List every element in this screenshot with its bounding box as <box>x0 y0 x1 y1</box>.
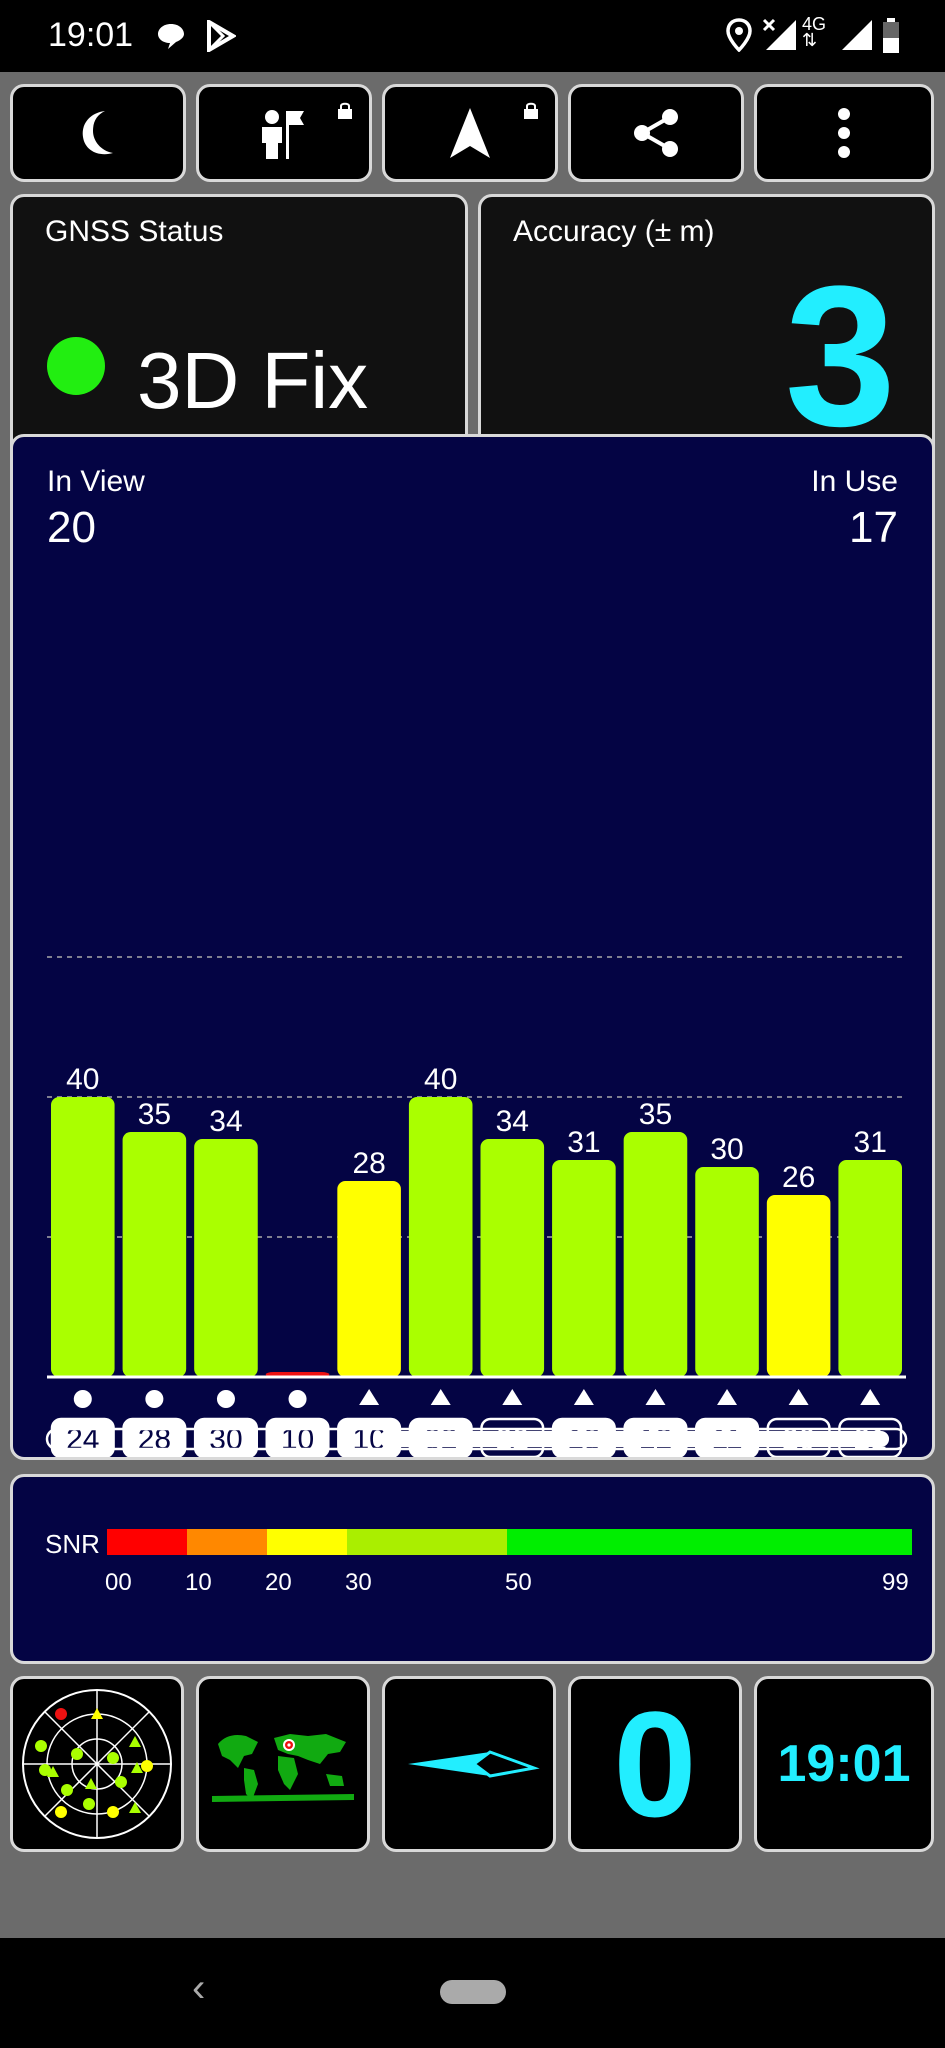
compass-needle-icon <box>408 1750 540 1778</box>
world-map-icon <box>212 1734 354 1802</box>
person-flag-icon <box>262 110 304 159</box>
snr-legend-label: SNR <box>45 1529 100 1559</box>
constellation-marker <box>717 1389 738 1405</box>
snr-tick-label: 20 <box>265 1569 292 1596</box>
snr-tick-label: 99 <box>882 1569 909 1596</box>
home-button[interactable] <box>440 1980 506 2004</box>
in-use-label: In Use <box>811 465 898 498</box>
snr-scale-segment <box>187 1529 267 1555</box>
constellation-marker <box>788 1389 809 1405</box>
constellation-marker <box>645 1389 666 1405</box>
navigation-arrow-icon <box>450 108 490 158</box>
chat-icon <box>156 22 186 55</box>
mark-position-button[interactable] <box>196 84 372 182</box>
constellation-marker <box>288 1390 307 1408</box>
accuracy-value: 3 <box>784 245 896 468</box>
snr-value-label: 31 <box>567 1126 600 1159</box>
constellation-marker <box>145 1390 164 1408</box>
battery-icon <box>882 18 900 59</box>
moon-icon <box>82 111 113 155</box>
speed-value: 0 <box>613 1680 697 1848</box>
constellation-marker <box>430 1389 451 1405</box>
constellation-marker <box>502 1389 523 1405</box>
constellation-marker <box>573 1389 594 1405</box>
clock-value: 19:01 <box>777 1735 911 1793</box>
compass-widget[interactable] <box>382 1676 556 1852</box>
clock-widget[interactable]: 19:01 <box>754 1676 934 1852</box>
snr-bar <box>51 1097 115 1377</box>
snr-bar <box>623 1132 688 1377</box>
snr-bar <box>194 1139 258 1377</box>
snr-bar <box>122 1132 187 1377</box>
snr-bar <box>337 1181 401 1377</box>
snr-color-scale <box>107 1529 912 1555</box>
snr-tick-label: 10 <box>185 1569 212 1596</box>
navigate-button[interactable] <box>382 84 558 182</box>
snr-legend-panel: SNR 00 10 20 30 50 99 <box>10 1474 935 1664</box>
snr-value-label: 40 <box>66 1063 99 1096</box>
more-vert-icon <box>838 108 850 158</box>
location-icon <box>726 18 752 57</box>
snr-tick-label: 00 <box>105 1569 132 1596</box>
snr-bar <box>766 1195 831 1377</box>
fix-status-indicator <box>47 337 105 395</box>
snr-value-label: 35 <box>639 1098 672 1131</box>
status-time: 19:01 <box>48 16 134 54</box>
in-use-value: 17 <box>849 503 898 552</box>
snr-bar <box>838 1160 902 1377</box>
lock-icon <box>524 102 538 119</box>
snr-tick-label: 50 <box>505 1569 532 1596</box>
navigation-bar: ‹ <box>0 1938 945 2048</box>
more-options-button[interactable] <box>754 84 934 182</box>
constellation-marker <box>216 1390 235 1408</box>
accuracy-label: Accuracy (± m) <box>513 215 715 248</box>
in-view-value: 20 <box>47 503 96 552</box>
lock-icon <box>338 102 352 119</box>
snr-tick-label: 30 <box>345 1569 372 1596</box>
snr-value-label: 30 <box>710 1133 743 1166</box>
snr-value-label: 35 <box>138 1098 171 1131</box>
chart-scrollbar-thumb <box>379 1431 890 1447</box>
in-view-label: In View <box>47 465 145 498</box>
snr-scale-segment <box>347 1529 507 1555</box>
snr-value-label: 26 <box>782 1161 815 1194</box>
snr-scale-segment <box>107 1529 187 1555</box>
signal-x-icon <box>762 18 798 57</box>
status-bar: 19:01 4G ⇅ <box>0 0 945 72</box>
snr-scale-segment <box>267 1529 347 1555</box>
share-icon <box>634 109 678 157</box>
back-button[interactable]: ‹ <box>192 1966 206 2010</box>
play-store-icon <box>206 18 237 57</box>
sky-plot-icon <box>22 1689 172 1839</box>
snr-bar <box>552 1160 616 1377</box>
snr-bar <box>408 1097 473 1377</box>
constellation-marker <box>860 1389 881 1405</box>
snr-value-label: 34 <box>209 1105 242 1138</box>
signal-icon <box>838 18 874 57</box>
speed-widget[interactable]: 0 <box>568 1676 742 1852</box>
snr-bar <box>480 1139 545 1377</box>
sky-plot-widget[interactable] <box>10 1676 184 1852</box>
snr-bar-chart: 4024352834301028104002342231133512301126… <box>45 956 908 1457</box>
snr-value-label: 34 <box>496 1105 529 1138</box>
fix-status-value: 3D Fix <box>137 336 369 425</box>
4g-icon: 4G ⇅ <box>802 14 827 50</box>
snr-value-label: 31 <box>854 1126 887 1159</box>
night-mode-button[interactable] <box>10 84 186 182</box>
constellation-marker <box>359 1389 380 1405</box>
world-map-widget[interactable] <box>196 1676 370 1852</box>
constellation-marker <box>73 1390 92 1408</box>
snr-scale-segment <box>507 1529 912 1555</box>
gnss-status-label: GNSS Status <box>45 215 224 248</box>
snr-bar <box>695 1167 759 1377</box>
snr-value-label: 28 <box>352 1147 385 1180</box>
snr-value-label: 40 <box>424 1063 457 1096</box>
share-button[interactable] <box>568 84 744 182</box>
chart-scrollbar-track <box>45 1427 908 1451</box>
satellite-snr-chart[interactable]: In View 20 In Use 17 40 24 35 28 34 30 10 28 10 4… <box>10 434 935 1460</box>
